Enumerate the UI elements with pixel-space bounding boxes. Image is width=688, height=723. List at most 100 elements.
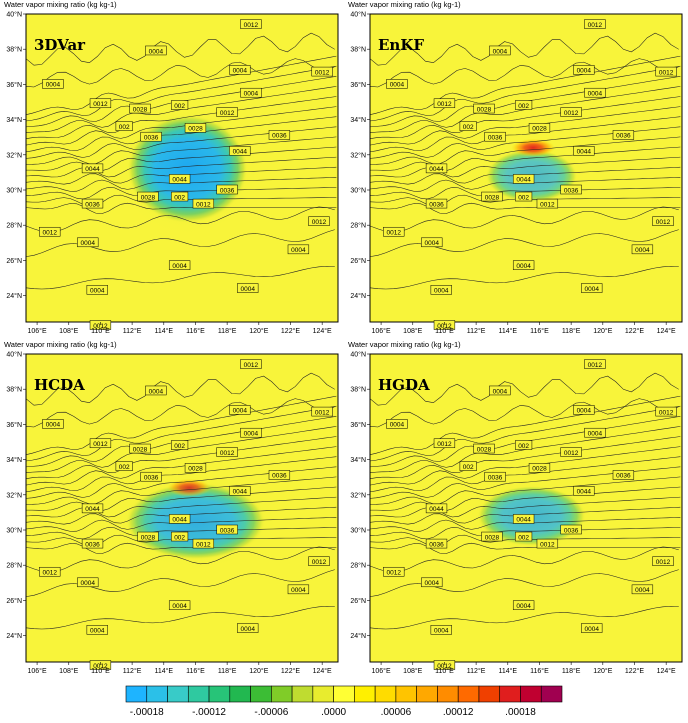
colorbar-swatch <box>187 685 210 703</box>
method-label: 3DVar <box>34 36 86 54</box>
contour-label-box <box>421 577 443 588</box>
contour-label-box <box>129 103 151 114</box>
contour-label-box <box>573 405 595 415</box>
contour-label-box <box>89 660 112 670</box>
colorbar-swatch <box>395 685 417 703</box>
contour-label: 0004 <box>584 286 599 293</box>
contour-label-box <box>655 66 677 77</box>
contour-label-box <box>573 65 595 75</box>
contour-label-box <box>115 461 133 471</box>
contour-label-box <box>216 107 238 117</box>
contour-label-box <box>536 198 559 209</box>
contour-label-box <box>311 406 333 417</box>
x-tick-label: 114°E <box>498 327 517 335</box>
y-tick-label: 28°N <box>6 562 22 570</box>
x-tick-label: 106°E <box>372 327 391 335</box>
contour-label: 0036 <box>144 135 159 142</box>
contour-label-box <box>77 237 99 248</box>
contour-label: 0012 <box>387 570 402 577</box>
contour-label: 002 <box>518 534 529 541</box>
contour-label-box <box>184 123 207 133</box>
contour-label: 0012 <box>588 362 603 369</box>
x-tick-label: 114°E <box>154 667 173 675</box>
contour-label-box <box>584 427 606 438</box>
contour-label-box <box>512 514 535 524</box>
contour-label: 0012 <box>656 219 671 226</box>
y-tick-label: 34°N <box>6 456 22 464</box>
colorbar-swatch <box>437 685 459 703</box>
x-tick-label: 118°E <box>562 667 581 675</box>
contour-label: 0012 <box>659 409 674 416</box>
contour-label-box <box>560 184 582 195</box>
contour-label: 0036 <box>616 473 631 480</box>
map-hcda: 0012 0004 0004 0004 0012 0004 0012 0028 002 0012 0… <box>6 351 339 675</box>
contour-label: 0028 <box>477 446 492 453</box>
x-tick-label: 118°E <box>218 327 237 335</box>
y-tick-label: 38°N <box>350 46 366 54</box>
contour-label-box <box>421 237 443 248</box>
contour-label-box <box>216 184 238 195</box>
x-tick-label: 110°E <box>435 327 454 335</box>
contour-label-box <box>216 524 238 535</box>
contour-label: 0004 <box>577 408 592 415</box>
contour-label-box <box>528 463 551 473</box>
contour-label: 0012 <box>43 570 58 577</box>
contour-label: 0012 <box>196 541 211 548</box>
contour-label-box <box>512 174 535 184</box>
contour-label: 0028 <box>133 106 148 113</box>
x-tick-label: 112°E <box>467 327 486 335</box>
contour-label: 0028 <box>485 194 500 201</box>
contour-label-box <box>89 98 112 109</box>
contour-label-box <box>536 538 559 549</box>
contour-label-box <box>171 100 189 110</box>
contour-label-box <box>240 359 262 369</box>
method-label: EnKF <box>378 36 424 54</box>
contour-label: 0004 <box>149 388 164 395</box>
colorbar-swatch <box>229 685 251 703</box>
contour-label: 0044 <box>233 489 248 496</box>
contour-label: 0012 <box>315 69 330 76</box>
contour-label: 0012 <box>564 450 579 457</box>
contour-label: 0004 <box>81 580 96 587</box>
colorbar-swatch <box>333 685 355 703</box>
contour-label: 0036 <box>220 527 235 534</box>
contour-label: 0028 <box>188 466 203 473</box>
contour-label: 002 <box>518 103 529 110</box>
x-tick-label: 112°E <box>467 667 486 675</box>
y-tick-label: 38°N <box>6 386 22 394</box>
y-tick-label: 26°N <box>350 257 366 265</box>
colorbar-swatch <box>167 685 189 703</box>
contour-label: 002 <box>174 443 185 450</box>
x-tick-label: 108°E <box>59 667 78 675</box>
colorbar-swatch <box>457 685 480 703</box>
colorbar-swatch <box>416 685 438 703</box>
y-tick-label: 40°N <box>6 11 22 19</box>
contour-label: 0004 <box>149 48 164 55</box>
x-tick-label: 108°E <box>403 667 422 675</box>
y-tick-label: 24°N <box>6 292 22 300</box>
contour-label: 0004 <box>577 68 592 75</box>
contour-label-box <box>237 283 259 293</box>
y-tick-label: 36°N <box>350 421 366 429</box>
colorbar-swatch <box>499 685 521 703</box>
colorbar-swatch <box>520 685 542 703</box>
contour-label-box <box>81 503 104 514</box>
contour-label: 0044 <box>577 149 592 156</box>
contour-label-box <box>612 470 635 480</box>
contour-label: 0028 <box>485 534 500 541</box>
y-tick-label: 32°N <box>6 491 22 499</box>
y-tick-label: 32°N <box>6 151 22 159</box>
contour-label-box <box>240 427 262 438</box>
contour-label-box <box>171 440 189 450</box>
contour-label-box <box>89 320 112 330</box>
contour-label: 0004 <box>233 408 248 415</box>
contour-label-box <box>216 447 238 457</box>
panel-title: Water vapor mixing ratio (kg kg-1) <box>348 0 461 9</box>
negative-anomaly <box>125 482 266 560</box>
contour-label-box <box>512 260 535 270</box>
contour-label-box <box>489 45 511 56</box>
positive-anomaly <box>167 478 212 497</box>
y-tick-label: 32°N <box>350 491 366 499</box>
plot-frame <box>25 353 339 663</box>
x-tick-label: 116°E <box>186 327 205 335</box>
